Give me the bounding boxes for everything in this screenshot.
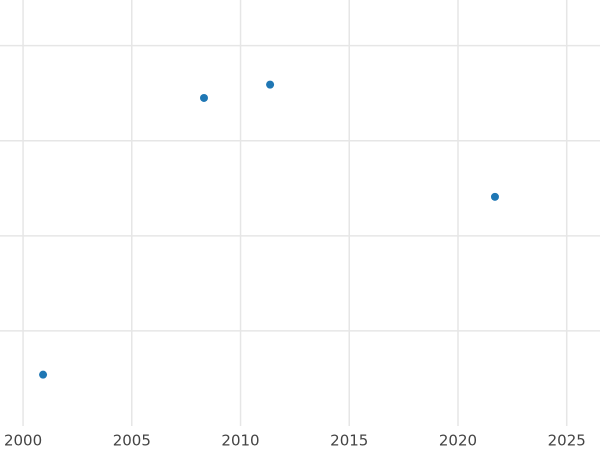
x-tick-label: 2020 [439, 432, 477, 450]
x-tick-label: 2005 [113, 432, 151, 450]
point [199, 93, 208, 102]
x-tick-label: 2000 [4, 432, 42, 450]
x-tick-label: 2025 [548, 432, 586, 450]
x-tick-label: 2015 [330, 432, 368, 450]
point [266, 80, 275, 89]
x-tick-label: 2010 [221, 432, 259, 450]
point [39, 370, 48, 379]
point [490, 192, 499, 201]
